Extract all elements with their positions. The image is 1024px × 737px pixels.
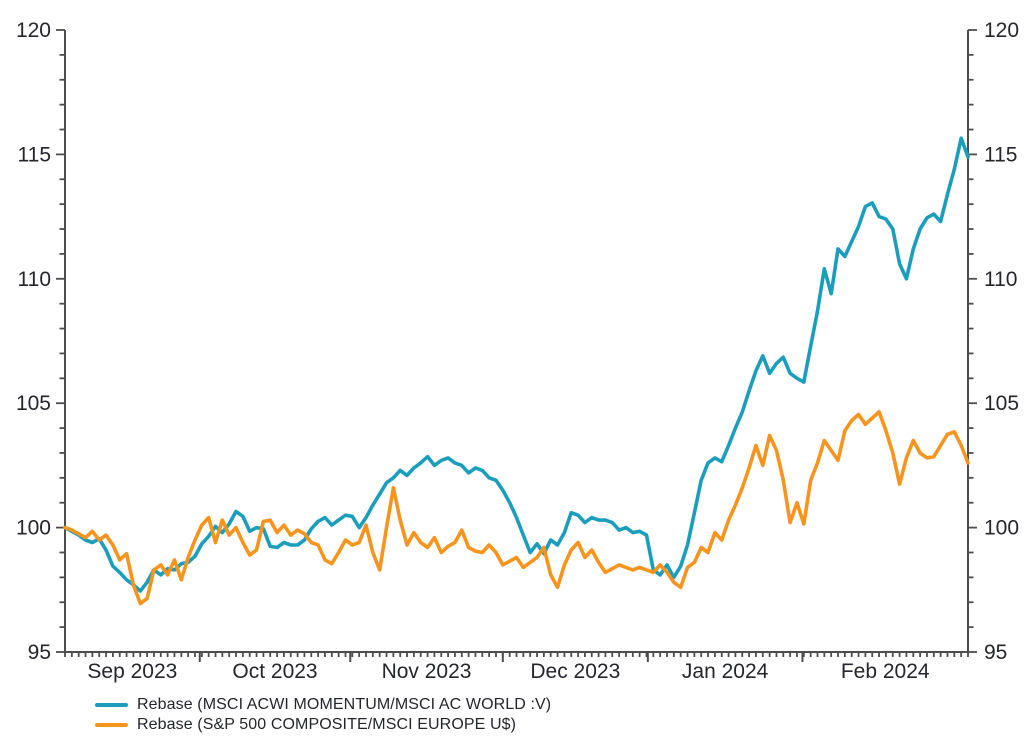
legend-item-momentum: Rebase (MSCI ACWI MOMENTUM/MSCI AC WORLD… xyxy=(95,696,551,714)
legend-label-momentum: Rebase (MSCI ACWI MOMENTUM/MSCI AC WORLD… xyxy=(137,696,552,713)
y-axis-left-label: 105 xyxy=(16,392,51,415)
x-axis-month-label: Oct 2023 xyxy=(232,660,317,683)
series-line-sp500-europe xyxy=(63,410,970,606)
x-axis-month-label: Feb 2024 xyxy=(841,660,930,683)
y-axis-left-label: 115 xyxy=(18,143,51,166)
y-axis-left-label: 120 xyxy=(16,19,51,42)
y-axis-right-label: 100 xyxy=(984,517,1019,540)
y-axis-right-label: 120 xyxy=(984,19,1019,42)
legend-item-sp500-europe: Rebase (S&P 500 COMPOSITE/MSCI EUROPE U$… xyxy=(95,716,551,734)
y-axis-left-label: 95 xyxy=(28,641,51,664)
legend: Rebase (MSCI ACWI MOMENTUM/MSCI AC WORLD… xyxy=(95,696,551,734)
x-axis-month-label: Jan 2024 xyxy=(682,660,769,683)
y-axis-right-label: 110 xyxy=(984,268,1017,291)
legend-swatch-sp500-europe-line xyxy=(95,723,128,727)
y-axis-right-label: 95 xyxy=(984,641,1007,664)
y-axis-left-label: 100 xyxy=(16,517,51,540)
series-line-momentum xyxy=(63,136,970,593)
y-axis-right-label: 105 xyxy=(984,392,1019,415)
x-axis-month-label: Dec 2023 xyxy=(530,660,620,683)
x-axis-month-label: Nov 2023 xyxy=(382,660,472,683)
legend-swatch-momentum-line xyxy=(95,703,128,707)
x-axis-month-label: Sep 2023 xyxy=(87,660,177,683)
tick-marks xyxy=(56,29,977,662)
legend-label-sp500-europe: Rebase (S&P 500 COMPOSITE/MSCI EUROPE U$… xyxy=(137,716,517,733)
y-axis-right-label: 115 xyxy=(984,143,1017,166)
y-axis-left-label: 110 xyxy=(18,268,51,291)
